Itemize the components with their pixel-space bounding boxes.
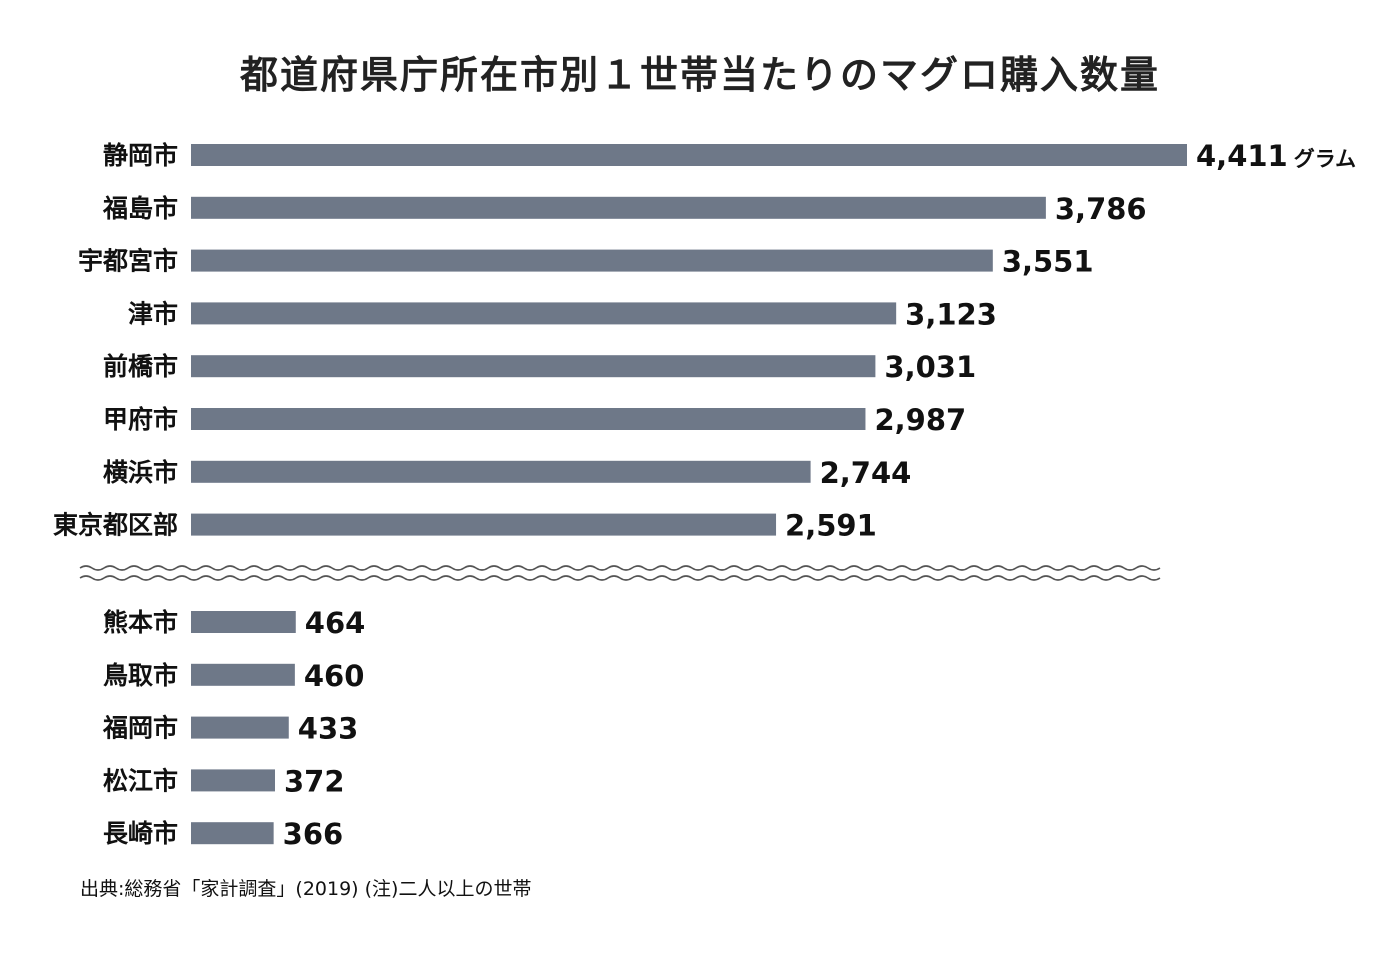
top-value-label: 4,411 グラム bbox=[1196, 139, 1356, 173]
bottom-value-label: 464 bbox=[305, 606, 366, 640]
bottom-bar bbox=[191, 822, 274, 845]
top-category-label: 横浜市 bbox=[103, 458, 178, 487]
top-category-label: 甲府市 bbox=[103, 405, 178, 434]
top-value-label: 2,744 bbox=[820, 456, 912, 490]
top-category-label: 前橋市 bbox=[103, 352, 178, 381]
top-category-label: 宇都宮市 bbox=[78, 247, 178, 276]
bottom-category-label: 松江市 bbox=[103, 766, 178, 795]
bottom-category-label: 鳥取市 bbox=[103, 661, 178, 690]
bottom-value-label: 372 bbox=[284, 764, 345, 798]
top-value-label: 3,786 bbox=[1055, 192, 1147, 226]
top-bar bbox=[191, 196, 1046, 219]
bottom-bar bbox=[191, 611, 296, 633]
top-bar bbox=[191, 144, 1187, 166]
bottom-bar bbox=[191, 716, 289, 739]
top-category-label: 福島市 bbox=[102, 194, 178, 223]
axis-break-wave bbox=[79, 565, 1161, 581]
top-bar bbox=[191, 302, 897, 325]
bottom-bar bbox=[191, 769, 275, 792]
top-value-label: 3,123 bbox=[905, 297, 997, 331]
top-bar bbox=[191, 513, 777, 536]
top-category-label: 静岡市 bbox=[103, 141, 178, 170]
bottom-bar-group: 熊本市 464 鳥取市 460 福岡市 433 松江市 372 長崎市 366 bbox=[102, 606, 365, 851]
top-bar bbox=[191, 355, 876, 378]
bottom-category-label: 熊本市 bbox=[103, 608, 178, 637]
bottom-value-label: 366 bbox=[283, 817, 344, 851]
top-category-label: 津市 bbox=[128, 299, 178, 328]
unit-label: グラム bbox=[1294, 147, 1356, 171]
bottom-bar bbox=[191, 663, 295, 686]
bottom-category-label: 長崎市 bbox=[103, 819, 178, 848]
top-bar bbox=[191, 408, 866, 430]
top-bar bbox=[191, 249, 993, 272]
top-value-label: 3,031 bbox=[884, 350, 976, 384]
top-value-label: 2,591 bbox=[785, 509, 877, 543]
source-note: 出典:総務省「家計調査」(2019) (注)二人以上の世帯 bbox=[80, 878, 531, 900]
top-value-label: 3,551 bbox=[1002, 245, 1094, 279]
top-bar bbox=[191, 460, 811, 483]
top-value-label: 2,987 bbox=[874, 403, 966, 437]
chart-title: 都道府県庁所在市別１世帯当たりのマグロ購入数量 bbox=[239, 53, 1160, 97]
bottom-value-label: 433 bbox=[298, 712, 359, 746]
top-category-label: 東京都区部 bbox=[53, 511, 178, 540]
bottom-value-label: 460 bbox=[304, 659, 365, 693]
bottom-category-label: 福岡市 bbox=[102, 714, 178, 743]
